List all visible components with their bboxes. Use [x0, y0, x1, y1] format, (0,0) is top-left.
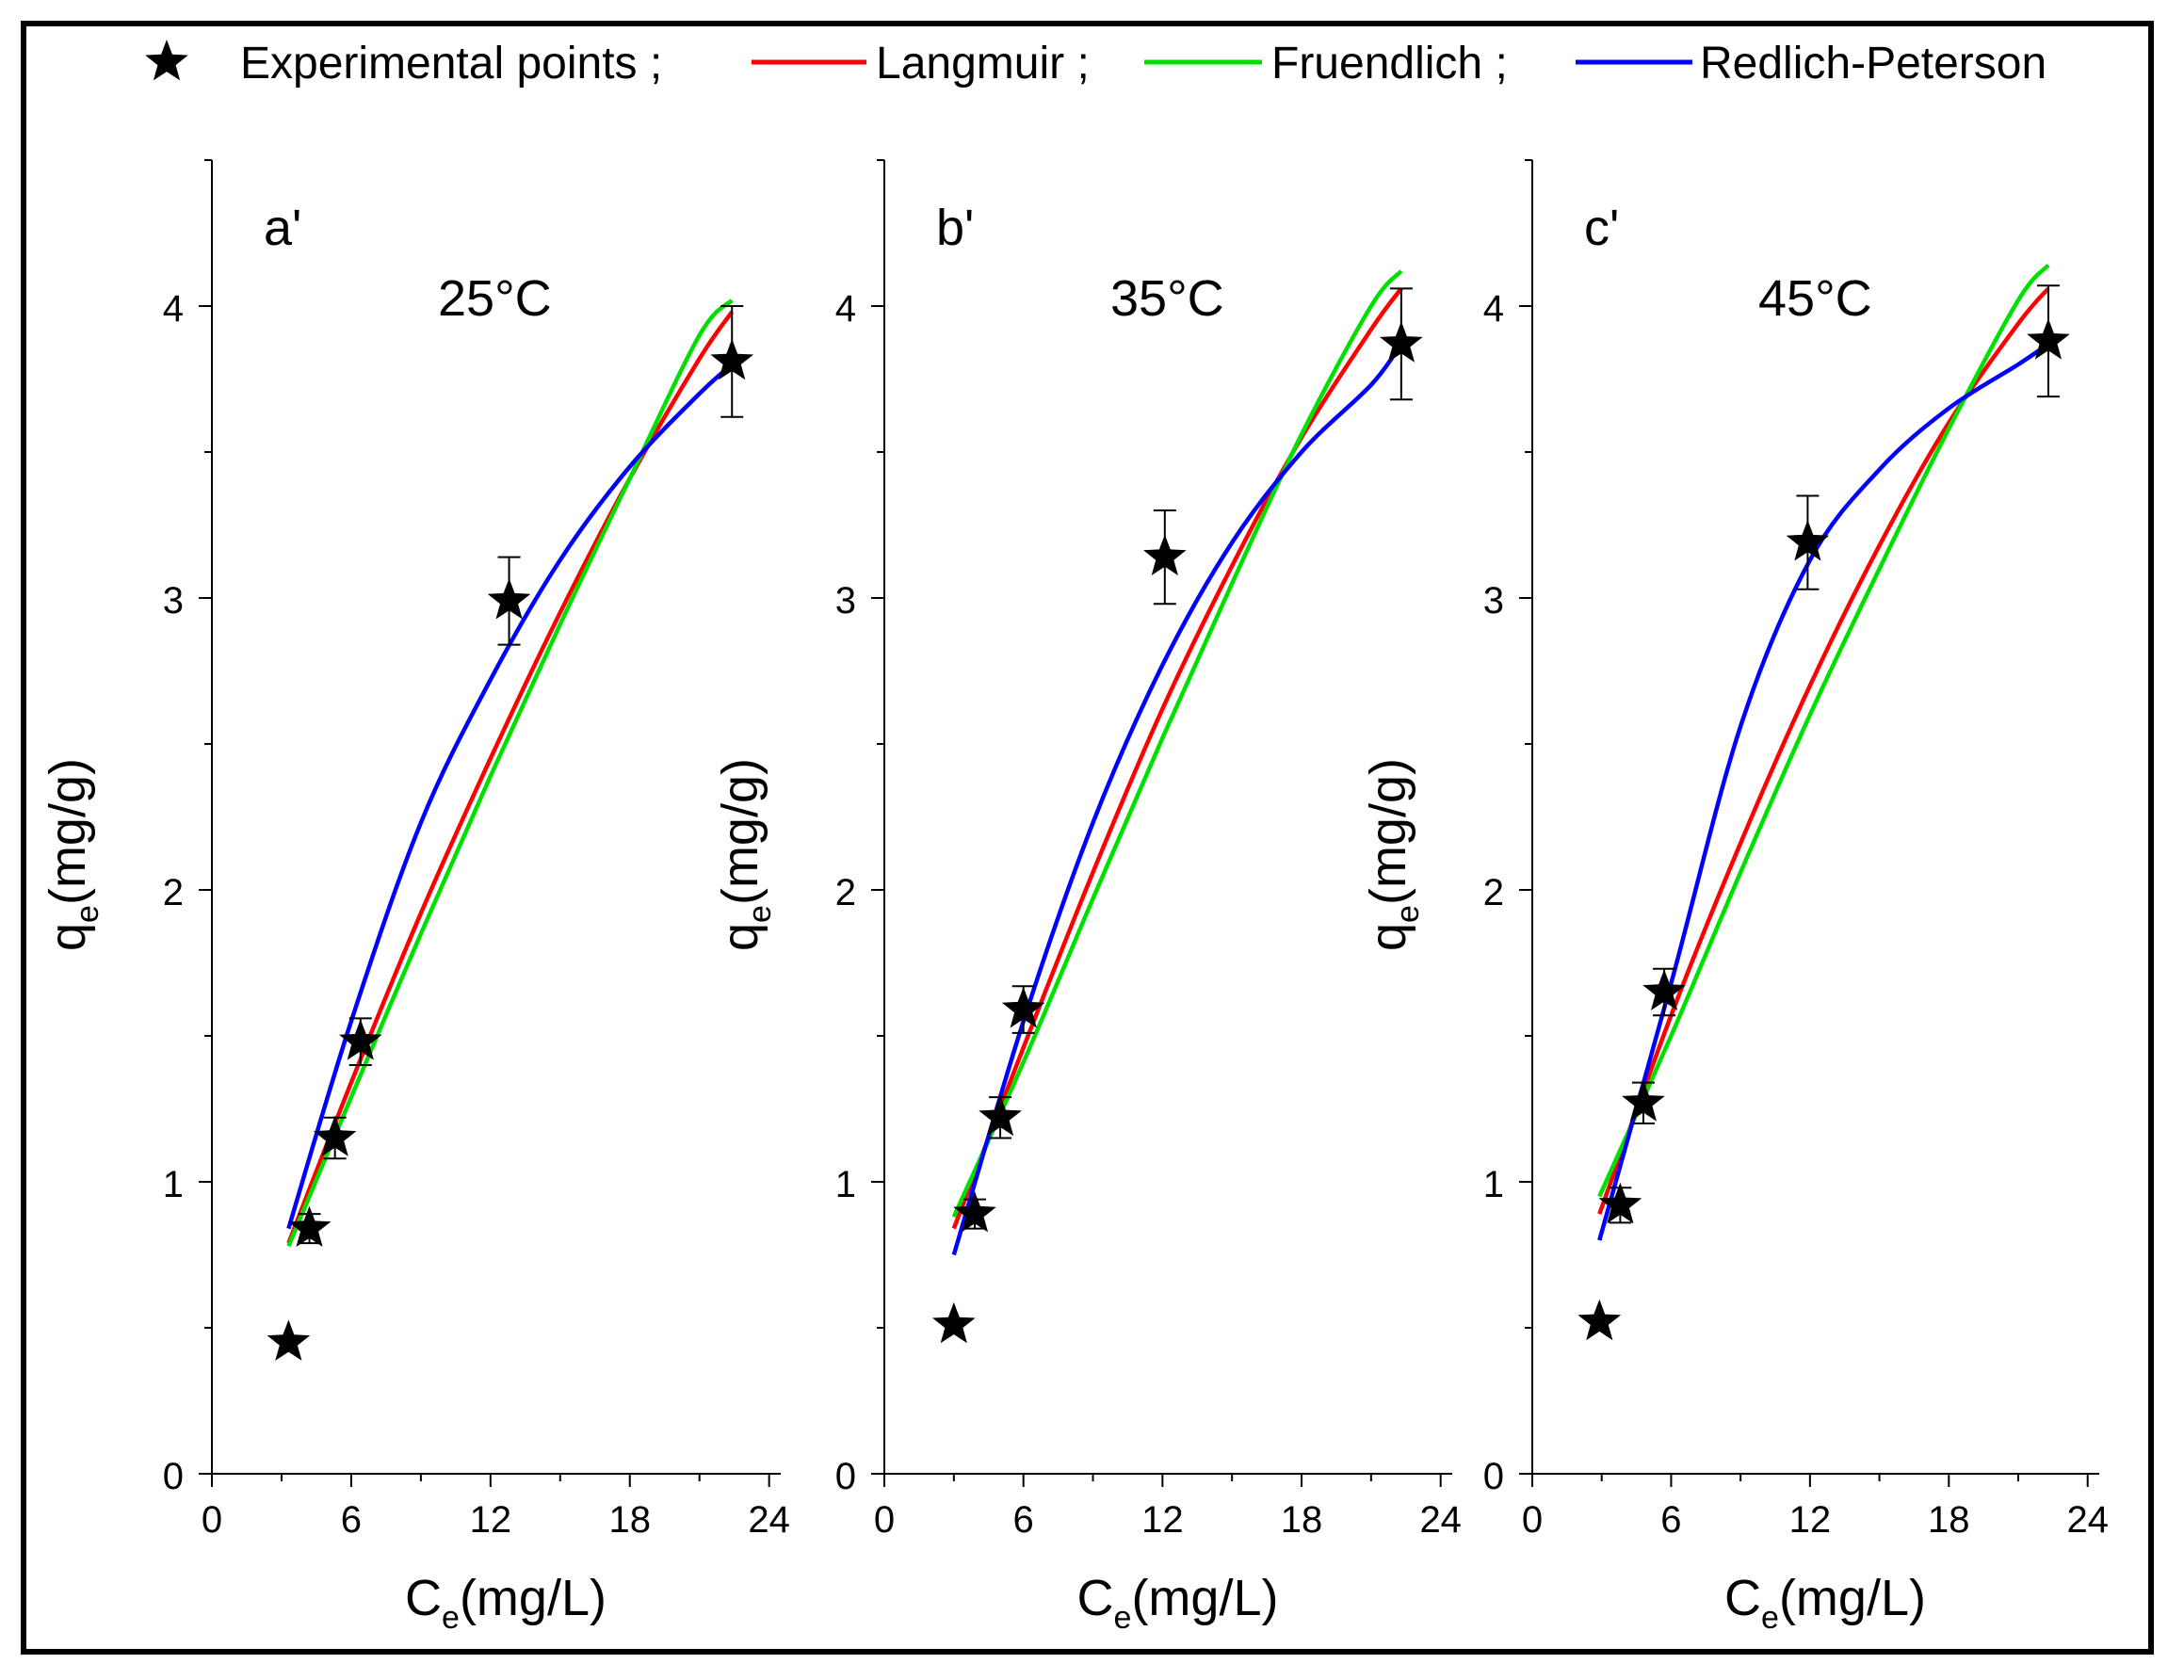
y-tick-label: 2 — [163, 872, 184, 913]
curve-redlich-peterson — [286, 363, 734, 1230]
y-tick-label: 1 — [1483, 1164, 1504, 1205]
data-point-star — [2027, 318, 2070, 360]
data-point-star — [1786, 520, 1830, 561]
x-tick-label: 24 — [2066, 1499, 2109, 1541]
temperature-label: 25°C — [438, 270, 552, 327]
y-tick-label: 3 — [835, 580, 856, 622]
x-tick-label: 6 — [341, 1499, 362, 1541]
data-point-star — [287, 1205, 332, 1247]
curve-langmuir — [286, 310, 735, 1244]
y-tick-label: 4 — [835, 288, 856, 330]
y-tick-label: 4 — [163, 288, 184, 330]
x-axis-label: Ce(mg/L) — [1724, 1570, 1926, 1636]
y-axis-label: qe(mg/g) — [712, 758, 778, 951]
data-point-star — [1577, 1299, 1622, 1341]
temperature-label: 45°C — [1758, 270, 1872, 327]
legend: Experimental points ; Langmuir ; Fruendl… — [145, 39, 2046, 89]
data-point-star — [267, 1319, 311, 1361]
data-point-star — [710, 338, 754, 380]
y-tick-label: 1 — [163, 1164, 184, 1205]
x-tick-label: 24 — [748, 1499, 790, 1541]
legend-label-langmuir: Langmuir ; — [876, 39, 1090, 89]
curve-freundlich — [1597, 264, 2050, 1198]
x-tick-label: 18 — [1281, 1499, 1323, 1541]
curve-redlich-peterson — [951, 342, 1403, 1256]
panel-label: c' — [1584, 200, 1619, 256]
y-tick-label: 3 — [163, 580, 184, 622]
y-tick-label: 1 — [835, 1164, 856, 1205]
panel-label: a' — [264, 200, 301, 256]
x-axis-label: Ce(mg/L) — [1077, 1570, 1279, 1636]
x-tick-label: 12 — [1141, 1499, 1184, 1541]
y-tick-label: 3 — [1483, 580, 1504, 622]
y-tick-label: 2 — [1483, 872, 1504, 913]
data-point-star — [1143, 534, 1187, 575]
x-tick-label: 6 — [1013, 1499, 1034, 1541]
curve-langmuir — [1597, 286, 2050, 1215]
y-axis-label: qe(mg/g) — [1360, 758, 1426, 951]
panel-label: b' — [936, 200, 974, 256]
y-tick-label: 0 — [835, 1456, 856, 1497]
legend-label-redlich-peterson: Redlich-Peterson — [1700, 39, 2046, 89]
y-tick-label: 4 — [1483, 288, 1504, 330]
data-point-star — [1380, 321, 1423, 363]
curve-langmuir — [951, 287, 1403, 1230]
legend-label-freundlich: Fruendlich ; — [1271, 39, 1508, 89]
y-tick-label: 0 — [1483, 1456, 1504, 1497]
data-point-star — [1598, 1182, 1642, 1224]
x-tick-label: 12 — [470, 1499, 512, 1541]
temperature-label: 35°C — [1110, 270, 1224, 327]
data-point-star — [313, 1115, 357, 1156]
legend-star-icon — [145, 40, 188, 81]
data-point-star — [1642, 969, 1686, 1010]
data-point-star — [1001, 987, 1045, 1028]
data-point-star — [932, 1301, 976, 1344]
data-point-star — [339, 1019, 382, 1060]
x-tick-label: 24 — [1419, 1499, 1462, 1541]
y-axis-label: qe(mg/g) — [40, 758, 105, 951]
x-tick-label: 18 — [1928, 1499, 1970, 1541]
data-point-star — [979, 1094, 1022, 1137]
x-tick-label: 6 — [1660, 1499, 1681, 1541]
data-point-star — [487, 578, 531, 620]
x-axis-label: Ce(mg/L) — [405, 1570, 607, 1636]
curve-redlich-peterson — [1597, 342, 2050, 1241]
x-tick-label: 18 — [609, 1499, 652, 1541]
curve-freundlich — [951, 269, 1403, 1219]
legend-label-experimental: Experimental points ; — [240, 39, 662, 89]
x-tick-label: 12 — [1789, 1499, 1832, 1541]
data-point-star — [1622, 1080, 1665, 1122]
x-tick-label: 0 — [1522, 1499, 1543, 1541]
x-tick-label: 0 — [874, 1499, 895, 1541]
x-tick-label: 0 — [202, 1499, 222, 1541]
curve-freundlich — [286, 299, 734, 1248]
y-tick-label: 0 — [163, 1456, 184, 1497]
y-tick-label: 2 — [835, 872, 856, 913]
data-point-star — [953, 1191, 996, 1233]
figure-frame — [21, 21, 2154, 1655]
